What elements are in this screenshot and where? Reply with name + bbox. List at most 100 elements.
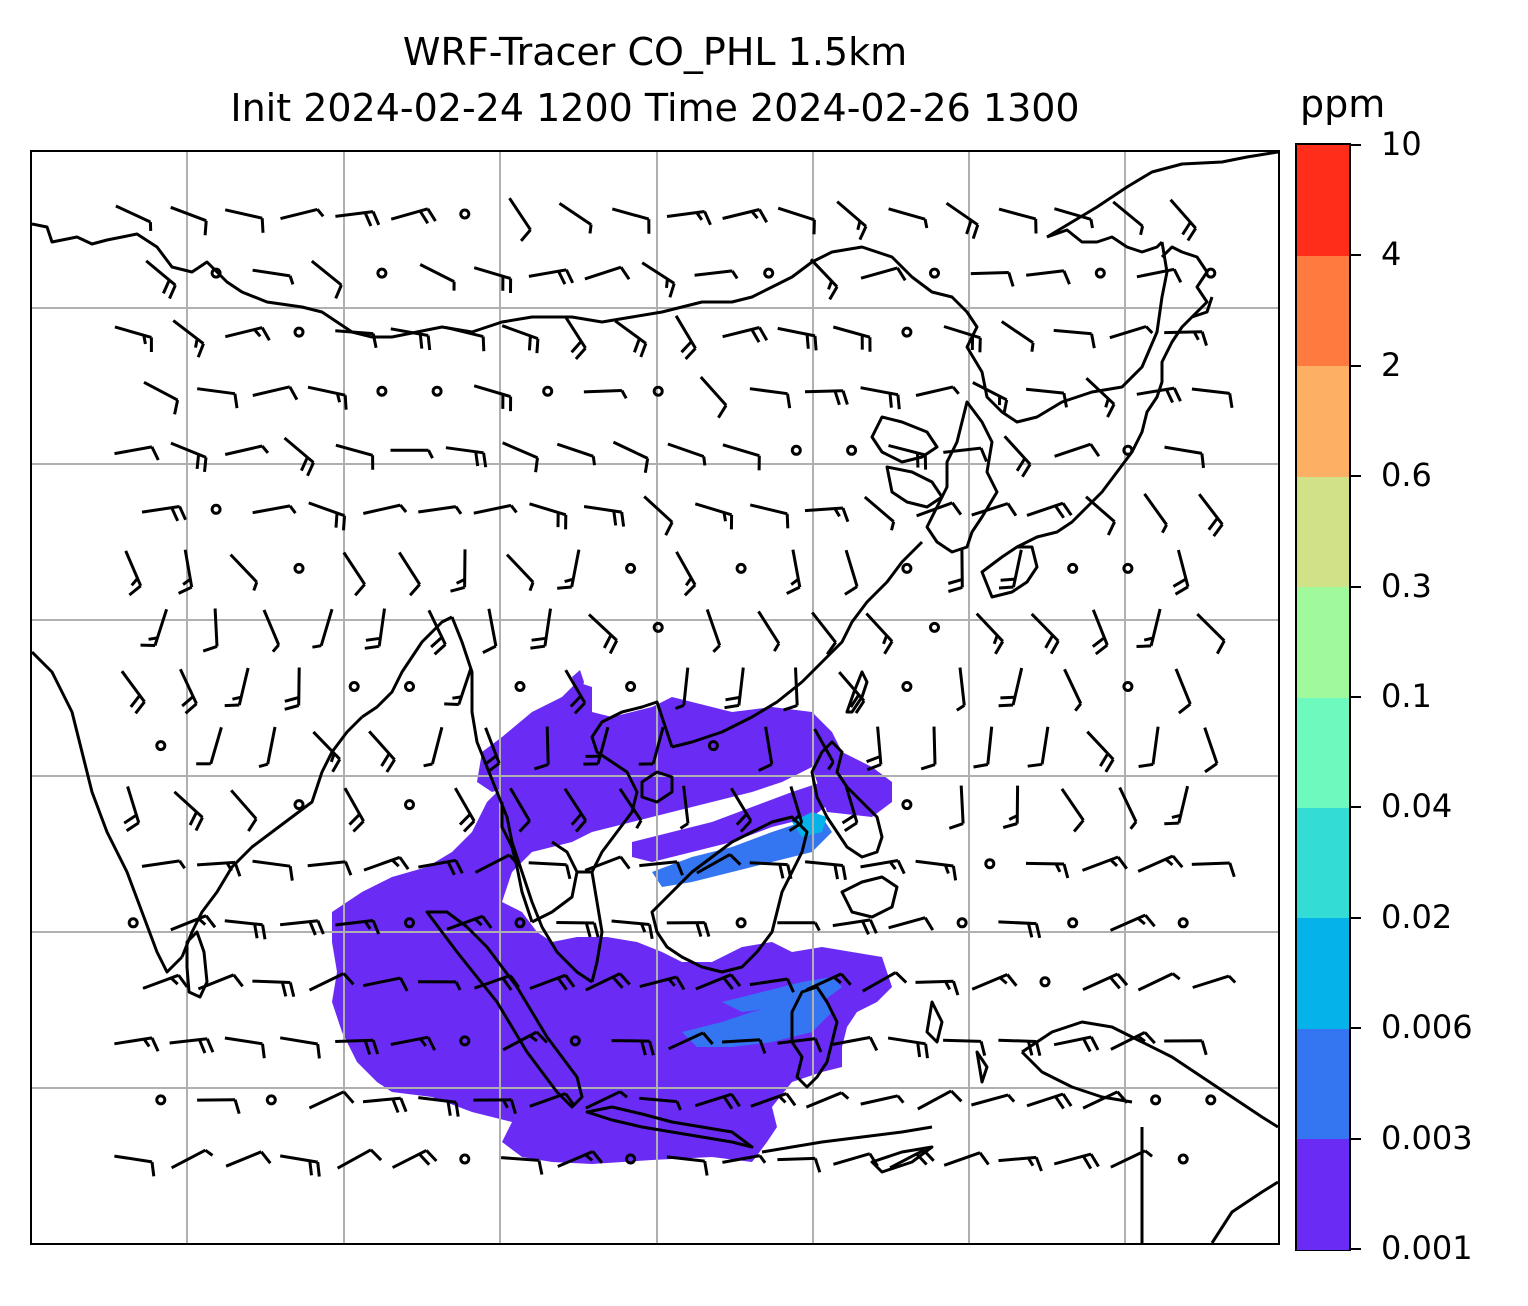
calm-wind-circle <box>404 681 415 692</box>
northern-border <box>32 222 1169 424</box>
calm-wind-circle <box>1150 1094 1162 1106</box>
colorbar-segment <box>1297 586 1349 698</box>
wind-barb <box>145 259 177 300</box>
wind-barb <box>1137 854 1184 873</box>
colorbar-tick <box>1351 1248 1361 1250</box>
wind-barb <box>307 385 348 410</box>
calm-wind-circle <box>652 621 664 633</box>
wind-barb <box>335 443 375 470</box>
gridlines <box>32 152 1278 1243</box>
wind-barb <box>123 786 141 832</box>
wind-barb <box>694 1092 741 1110</box>
wind-barb <box>1136 386 1182 404</box>
wind-barb <box>943 1038 987 1056</box>
calm-wind-circle <box>763 267 775 279</box>
wind-barb <box>445 326 486 352</box>
timor <box>870 1145 934 1174</box>
wind-barb <box>804 389 849 406</box>
wind-barb <box>483 727 501 774</box>
wind-barb <box>252 979 296 998</box>
wind-barb <box>1085 377 1116 418</box>
philippines <box>810 740 884 859</box>
wind-barb <box>832 325 872 352</box>
calm-wind-circle <box>127 917 139 929</box>
calm-wind-circle <box>735 917 747 929</box>
colorbar-unit: ppm <box>1300 82 1386 126</box>
wind-barb <box>473 384 513 412</box>
colorbar-segment <box>1297 1138 1349 1250</box>
wind-barb <box>777 326 818 351</box>
china-east-coast <box>671 540 924 749</box>
wind-barb <box>280 207 325 221</box>
colorbar-tick <box>1351 254 1361 257</box>
calm-wind-circle <box>376 267 388 279</box>
calm-wind-circle <box>514 681 526 692</box>
wind-barb <box>1085 495 1116 536</box>
wind-barb <box>1030 612 1060 655</box>
wind-barb <box>1026 1092 1073 1110</box>
wind-barb <box>1053 1035 1100 1053</box>
wind-barb <box>866 726 883 772</box>
calm-wind-circle <box>293 562 305 574</box>
calm-wind-circle <box>929 621 940 633</box>
wind-barb <box>666 1155 709 1176</box>
wind-barb <box>258 726 277 769</box>
wind-barb <box>398 551 421 597</box>
wind-barb <box>556 442 596 466</box>
wind-barb <box>643 495 674 536</box>
wind-barb <box>172 319 205 358</box>
wind-barb <box>614 319 648 358</box>
wind-barb <box>474 853 521 874</box>
wind-barb <box>505 553 535 592</box>
wind-barb <box>832 1035 879 1052</box>
wind-barb <box>445 446 488 468</box>
calm-wind-circle <box>1039 976 1051 988</box>
wind-barb <box>169 1037 215 1054</box>
colorbar-tick-label: 4 <box>1381 235 1402 274</box>
wind-barb <box>675 551 697 597</box>
wind-barb <box>724 667 745 710</box>
wind-barb <box>1082 972 1129 991</box>
wind-barb <box>666 921 711 938</box>
wind-barb <box>143 380 180 415</box>
wind-barb <box>170 1148 214 1170</box>
wind-barb <box>667 1031 714 1051</box>
calm-wind-circle <box>404 917 415 929</box>
wind-barb <box>916 501 963 518</box>
wind-barb <box>611 1039 655 1056</box>
wind-barb <box>1000 320 1035 352</box>
wind-barb <box>335 919 381 935</box>
wind-barb <box>585 972 631 992</box>
wind-barb <box>749 387 792 409</box>
wind-barb <box>638 726 665 766</box>
wind-barb <box>252 504 297 515</box>
wind-barb <box>1081 855 1128 872</box>
wind-barb <box>998 1155 1043 1172</box>
wind-barb <box>838 671 866 714</box>
wind-barb <box>312 730 342 773</box>
wind-barb <box>224 919 267 940</box>
wind-barb <box>177 549 194 595</box>
calm-wind-circle <box>1067 562 1079 574</box>
wind-barb <box>917 1089 963 1111</box>
colorbar-segment <box>1297 145 1349 256</box>
colorbar-segment <box>1297 917 1349 1029</box>
wind-barb <box>694 502 734 530</box>
wind-barb <box>860 1094 905 1106</box>
calm-wind-circle <box>210 503 222 515</box>
wind-barb <box>971 1093 1016 1107</box>
calm-wind-circle <box>155 740 167 752</box>
wind-barb <box>279 919 325 936</box>
calm-wind-circle <box>707 740 719 752</box>
wind-barb <box>915 859 958 881</box>
wind-barb <box>224 667 250 708</box>
wind-barb <box>509 787 531 833</box>
calm-wind-circle <box>459 1035 471 1047</box>
shandong <box>885 465 944 509</box>
wind-barb <box>391 1149 438 1169</box>
wind-barb <box>283 436 315 477</box>
calm-wind-circle <box>1067 917 1079 929</box>
wind-barb <box>998 549 1023 590</box>
wind-barb <box>1054 442 1101 458</box>
wind-barb <box>1003 435 1032 478</box>
